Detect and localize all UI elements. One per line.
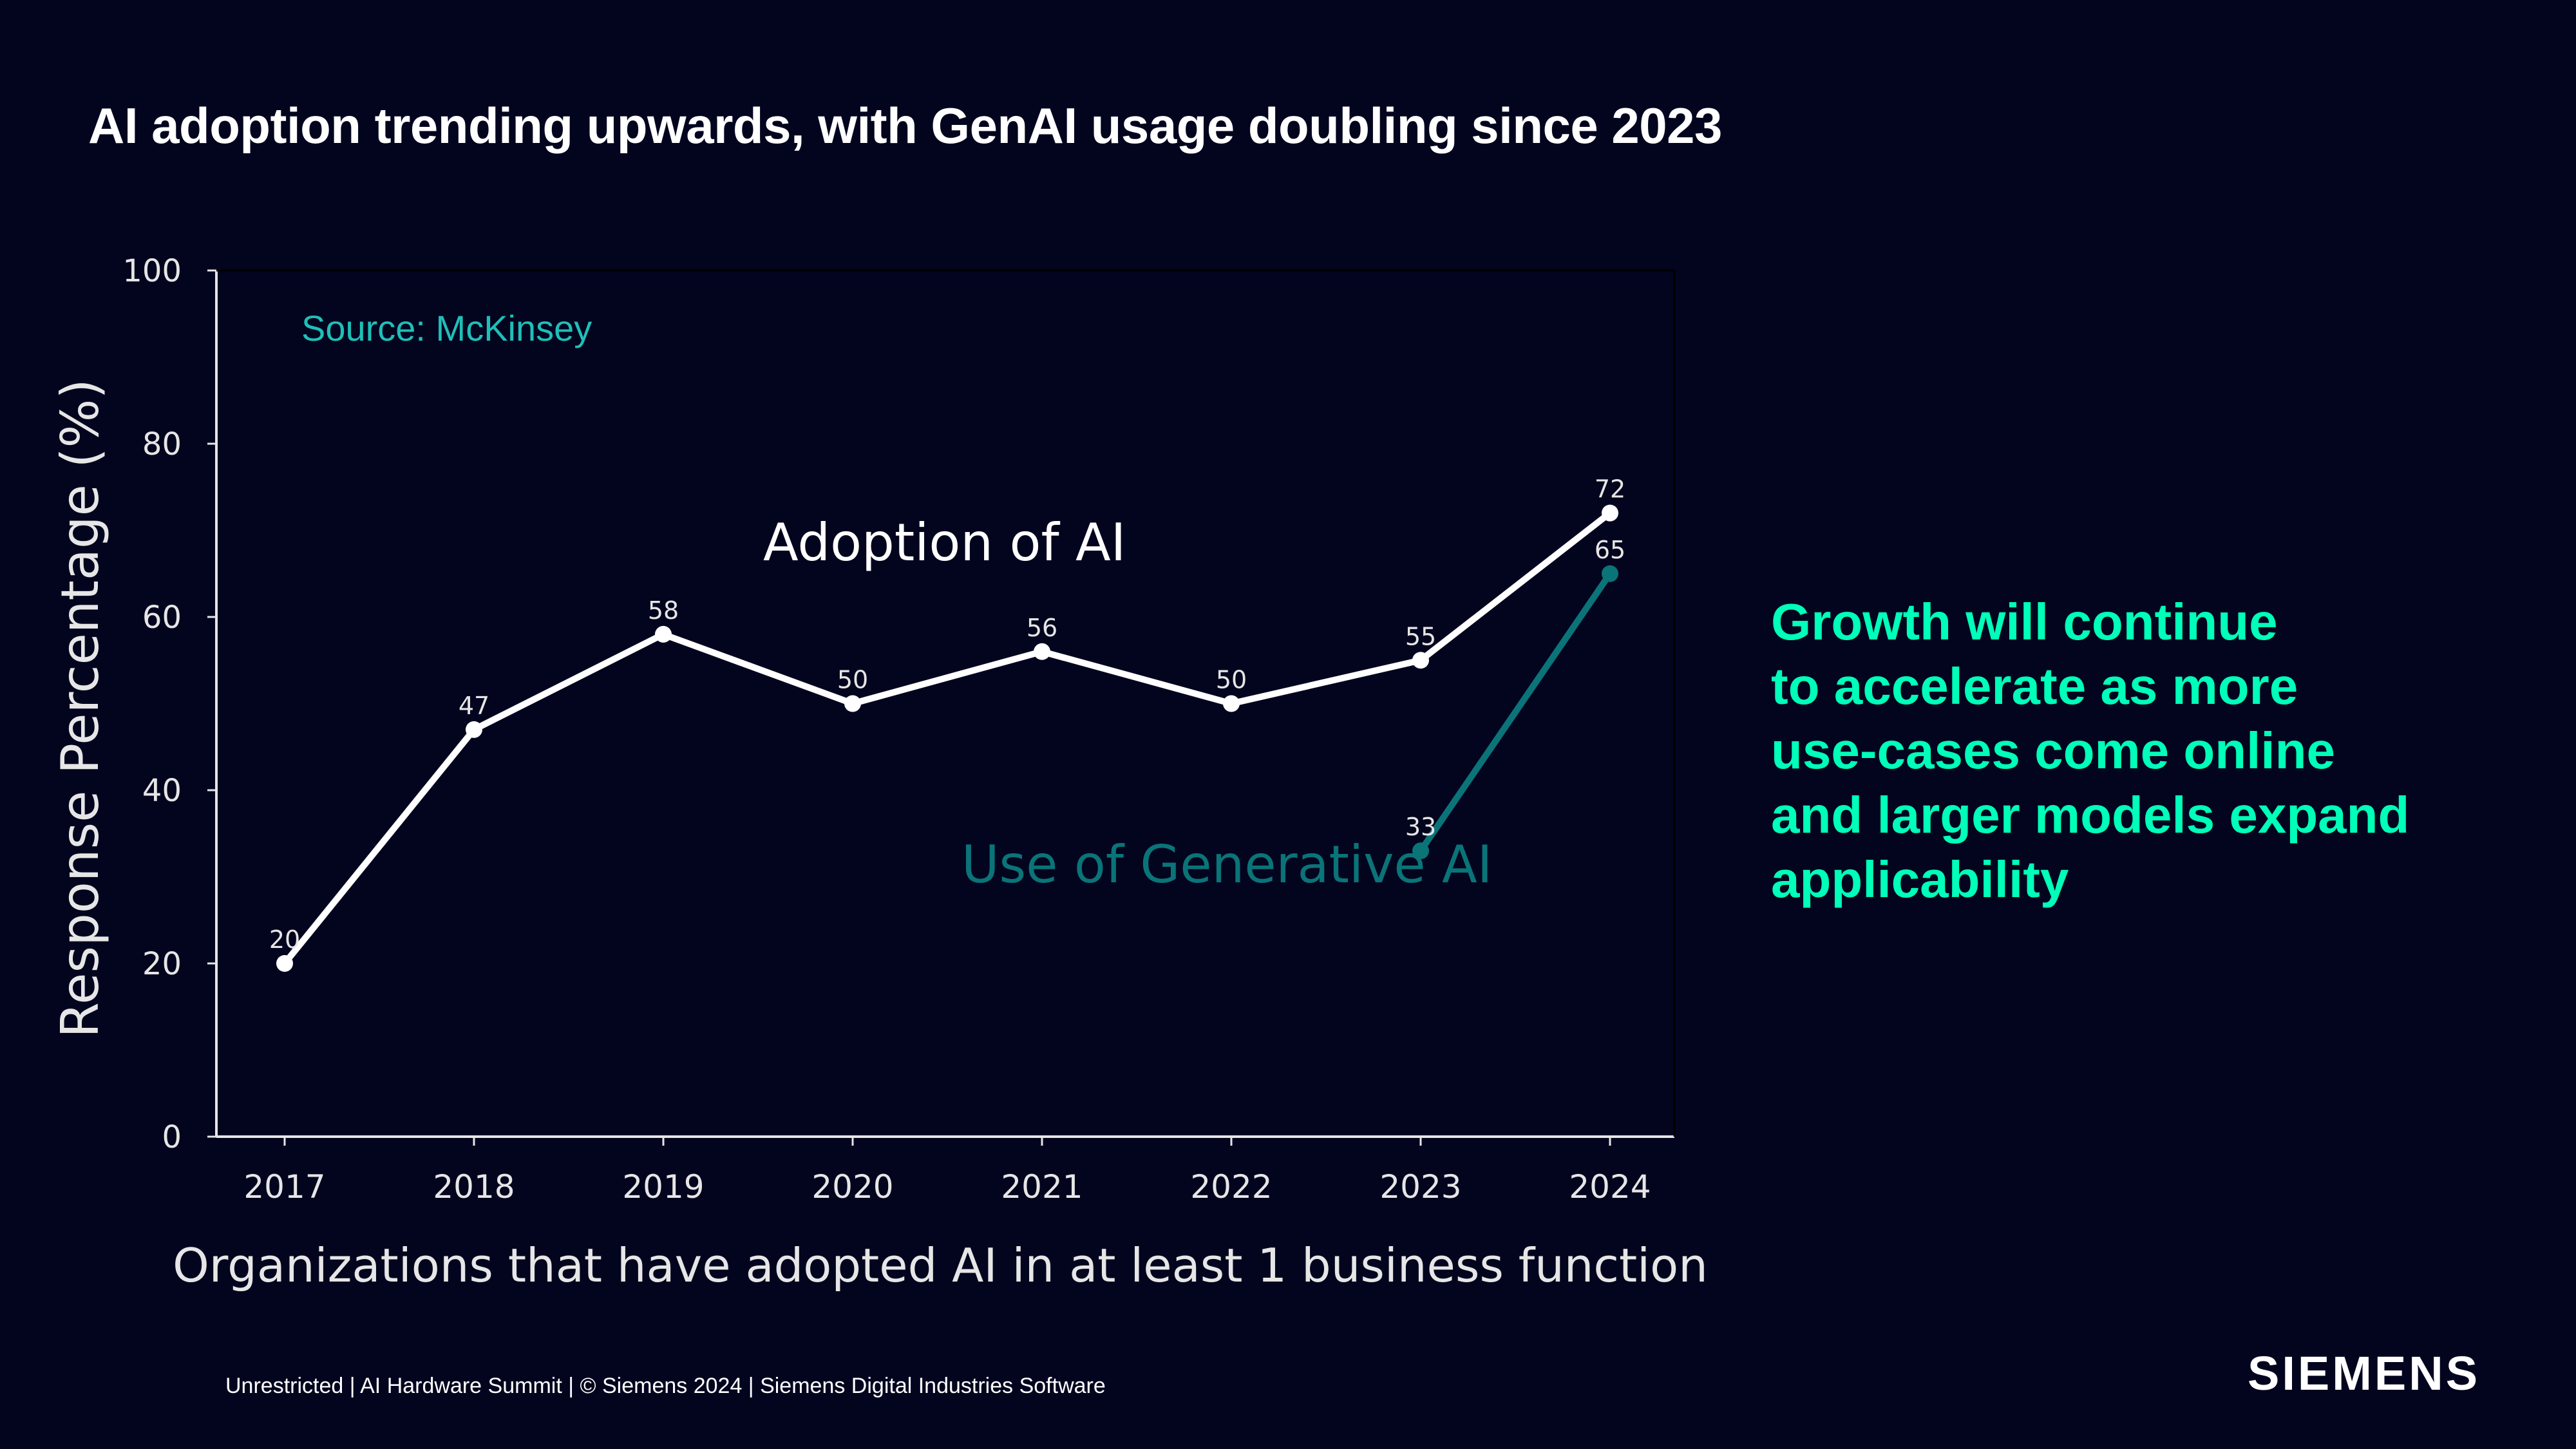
adoption-value-label: 72 bbox=[1595, 475, 1625, 504]
x-tick-label: 2020 bbox=[811, 1168, 893, 1206]
adoption-value-label: 56 bbox=[1027, 614, 1057, 642]
adoption-point bbox=[276, 955, 293, 972]
y-axis-label: Response Percentage (%) bbox=[50, 379, 110, 1038]
genai-point bbox=[1412, 842, 1429, 860]
x-tick-label: 2017 bbox=[243, 1168, 325, 1206]
adoption-line bbox=[281, 509, 1613, 967]
x-tick-label: 2021 bbox=[1001, 1168, 1083, 1206]
series-label-genai: Use of Generative AI bbox=[961, 835, 1492, 895]
x-tick-label: 2018 bbox=[433, 1168, 515, 1206]
slide-title: AI adoption trending upwards, with GenAI… bbox=[88, 97, 1722, 154]
x-tick-label: 2023 bbox=[1379, 1168, 1461, 1206]
source-note: Source: McKinsey bbox=[301, 308, 592, 348]
y-tick-label: 60 bbox=[142, 600, 182, 636]
x-tick-label: 2019 bbox=[622, 1168, 704, 1206]
genai-line bbox=[1417, 570, 1613, 855]
growth-note-line: applicability bbox=[1771, 851, 2069, 908]
x-tick-label: 2024 bbox=[1569, 1168, 1651, 1206]
x-axis-label: Organizations that have adopted AI in at… bbox=[173, 1238, 1708, 1293]
y-tick-label: 80 bbox=[142, 426, 182, 462]
adoption-value-label: 55 bbox=[1405, 622, 1436, 650]
y-ticks: 0 20 40 60 80 100 bbox=[122, 253, 216, 1155]
genai-value-label: 33 bbox=[1405, 813, 1436, 841]
series-label-adoption: Adoption of AI bbox=[763, 513, 1126, 573]
adoption-point bbox=[1034, 643, 1050, 660]
adoption-point bbox=[655, 625, 672, 643]
genai-value-label: 65 bbox=[1595, 536, 1625, 564]
adoption-value-label: 58 bbox=[648, 596, 679, 625]
y-tick-label: 20 bbox=[142, 946, 182, 982]
growth-note: Growth will continue to accelerate as mo… bbox=[1771, 590, 2409, 912]
adoption-value-label: 20 bbox=[269, 925, 300, 954]
growth-note-line: use-cases come online bbox=[1771, 722, 2335, 779]
adoption-value-label: 50 bbox=[837, 666, 868, 694]
y-tick-label: 100 bbox=[122, 253, 182, 289]
series-layer: 20 47 58 50 56 50 55 72 33 65 bbox=[269, 475, 1625, 972]
adoption-value-label: 50 bbox=[1216, 666, 1247, 694]
adoption-point bbox=[1412, 652, 1429, 669]
x-tick-label: 2022 bbox=[1190, 1168, 1272, 1206]
y-tick-label: 0 bbox=[162, 1119, 182, 1155]
growth-note-line: to accelerate as more bbox=[1771, 658, 2298, 715]
footer-text: Unrestricted | AI Hardware Summit | © Si… bbox=[225, 1374, 1106, 1398]
adoption-point bbox=[1223, 695, 1240, 712]
x-ticks: 2017 2018 2019 2020 2021 2022 2023 2024 bbox=[243, 1137, 1651, 1206]
adoption-point bbox=[466, 721, 482, 738]
genai-point bbox=[1602, 565, 1618, 582]
adoption-point bbox=[1602, 504, 1618, 522]
adoption-value-label: 47 bbox=[459, 692, 489, 720]
growth-note-line: Growth will continue bbox=[1771, 593, 2278, 650]
growth-note-line: and larger models expand bbox=[1771, 786, 2410, 844]
y-tick-label: 40 bbox=[142, 773, 182, 809]
adoption-point bbox=[844, 695, 861, 712]
siemens-logo: SIEMENS bbox=[2248, 1347, 2481, 1400]
